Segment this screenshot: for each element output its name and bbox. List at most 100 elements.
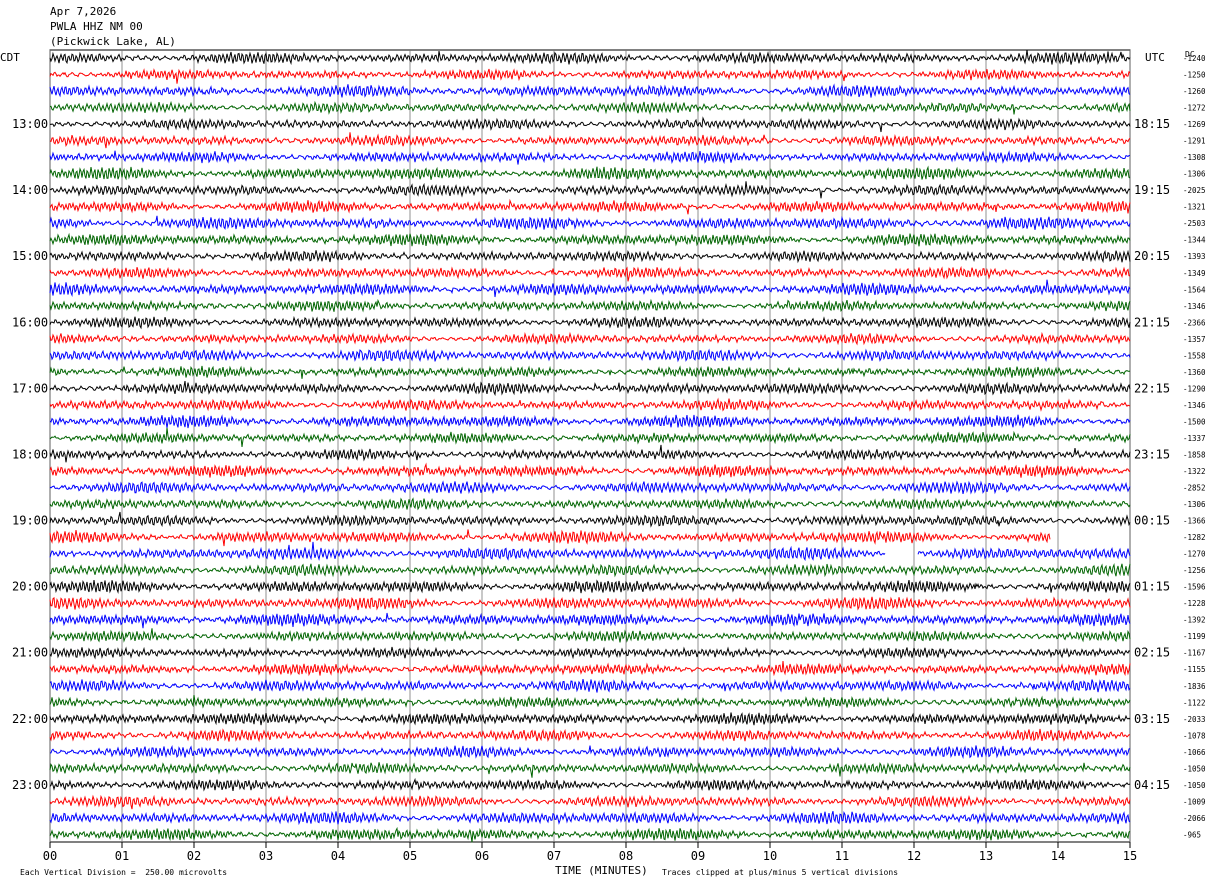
- dc-offset-label: -1366: [1183, 517, 1206, 526]
- dc-offset-label: -1337: [1183, 434, 1206, 443]
- dc-offset-label: -1564: [1183, 285, 1206, 294]
- left-hour-label: 18:00: [12, 447, 48, 461]
- left-hour-label: 21:00: [12, 646, 48, 660]
- dc-offset-label: -2025: [1183, 186, 1206, 195]
- dc-offset-label: -1346: [1183, 302, 1206, 311]
- right-hour-label: 20:15: [1134, 249, 1170, 263]
- x-tick-label: 02: [187, 849, 201, 863]
- dc-offset-label: -1270: [1183, 550, 1206, 559]
- seismic-trace: [49, 165, 1131, 181]
- seismic-trace: [49, 712, 1131, 727]
- x-tick-label: 09: [691, 849, 705, 863]
- dc-offset-label: -1360: [1183, 368, 1206, 377]
- dc-offset-label: -1291: [1183, 137, 1206, 146]
- right-hour-label: 18:15: [1134, 117, 1170, 131]
- dc-offset-label: -2852: [1183, 484, 1206, 493]
- dc-offset-label: -1050: [1183, 764, 1206, 773]
- x-tick-label: 06: [475, 849, 489, 863]
- x-tick-label: 03: [259, 849, 273, 863]
- seismic-trace: [49, 826, 1131, 843]
- dc-offset-label: -1393: [1183, 252, 1206, 261]
- dc-offset-label: -1078: [1183, 731, 1206, 740]
- dc-offset-label: -1240: [1183, 54, 1206, 63]
- date-label: Apr 7,2026: [50, 5, 117, 18]
- left-hour-label: 16:00: [12, 315, 48, 329]
- dc-offset-label: -1392: [1183, 616, 1206, 625]
- dc-label: DC: [1185, 50, 1195, 59]
- seismic-trace: [49, 348, 1131, 363]
- x-tick-label: 10: [763, 849, 777, 863]
- seismic-trace: [49, 198, 1131, 215]
- seismic-trace: [49, 541, 1131, 562]
- dc-offset-label: -1066: [1183, 748, 1206, 757]
- right-hour-label: 02:15: [1134, 646, 1170, 660]
- x-tick-label: 14: [1051, 849, 1065, 863]
- x-tick-label: 05: [403, 849, 417, 863]
- seismic-trace: [49, 315, 1131, 330]
- location-label: (Pickwick Lake, AL): [50, 35, 176, 48]
- dc-offset-label: -1050: [1183, 781, 1206, 790]
- seismic-trace: [49, 480, 1131, 495]
- seismic-trace: [49, 660, 1131, 677]
- dc-offset-label: -1558: [1183, 351, 1206, 360]
- station-label: PWLA HHZ NM 00: [50, 20, 143, 33]
- dc-offset-label: -1260: [1183, 87, 1206, 96]
- x-tick-label: 01: [115, 849, 129, 863]
- x-tick-label: 07: [547, 849, 561, 863]
- dc-offset-label: -2066: [1183, 814, 1206, 823]
- plot-frame: [49, 49, 1131, 843]
- dc-offset-label: -1344: [1183, 236, 1206, 245]
- seismic-trace: [49, 232, 1131, 247]
- dc-offset-label: -1321: [1183, 203, 1206, 212]
- seismic-trace: [49, 612, 1131, 629]
- dc-offset-label: -2366: [1183, 318, 1206, 327]
- dc-offset-label: -1228: [1183, 599, 1206, 608]
- seismic-trace: [49, 49, 1131, 66]
- right-hour-label: 22:15: [1134, 381, 1170, 395]
- dc-offset-label: -1269: [1183, 120, 1206, 129]
- seismic-trace: [49, 414, 1131, 429]
- seismic-trace: [49, 646, 1131, 660]
- dc-offset-label: -1155: [1183, 665, 1206, 674]
- seismic-trace: [49, 265, 1131, 282]
- left-hour-label: 17:00: [12, 381, 48, 395]
- dc-offset-label: -1167: [1183, 649, 1206, 658]
- left-hour-label: 20:00: [12, 580, 48, 594]
- dc-offset-label: -1357: [1183, 335, 1206, 344]
- dc-offset-label: -1322: [1183, 467, 1206, 476]
- dc-offset-label: -1122: [1183, 698, 1206, 707]
- dc-offset-label: -1256: [1183, 566, 1206, 575]
- right-hour-label: 01:15: [1134, 580, 1170, 594]
- seismic-trace: [49, 83, 1131, 98]
- seismic-trace: [49, 563, 1131, 578]
- left-hour-label: 22:00: [12, 712, 48, 726]
- seismic-trace: [49, 794, 1131, 810]
- left-hour-label: 15:00: [12, 249, 48, 263]
- dc-offset-label: -1306: [1183, 170, 1206, 179]
- dc-offset-label: -1836: [1183, 682, 1206, 691]
- seismic-trace: [49, 745, 1131, 760]
- seismic-trace: [49, 444, 1131, 463]
- dc-offset-label: -1596: [1183, 583, 1206, 592]
- seismic-trace: [49, 215, 1131, 231]
- seismic-trace: [49, 511, 1131, 528]
- seismic-trace: [49, 497, 1131, 511]
- right-hour-label: 03:15: [1134, 712, 1170, 726]
- seismic-trace: [49, 628, 1131, 643]
- dc-offset-label: -1346: [1183, 401, 1206, 410]
- traces: [49, 49, 1131, 843]
- seismic-trace: [49, 100, 1131, 116]
- right-hour-label: 23:15: [1134, 447, 1170, 461]
- seismic-trace: [49, 529, 1051, 547]
- dc-offset-label: -1349: [1183, 269, 1206, 278]
- x-tick-label: 12: [907, 849, 921, 863]
- seismic-trace: [49, 678, 1131, 693]
- seismic-trace: [49, 462, 1131, 479]
- seismic-trace: [49, 132, 1131, 149]
- x-tick-label: 00: [43, 849, 57, 863]
- right-hour-label: 04:15: [1134, 778, 1170, 792]
- right-timezone-label: UTC: [1145, 51, 1165, 64]
- dc-offset-label: -1858: [1183, 450, 1206, 459]
- dc-offset-label: -1290: [1183, 384, 1206, 393]
- dc-offset-label: -965: [1183, 830, 1201, 839]
